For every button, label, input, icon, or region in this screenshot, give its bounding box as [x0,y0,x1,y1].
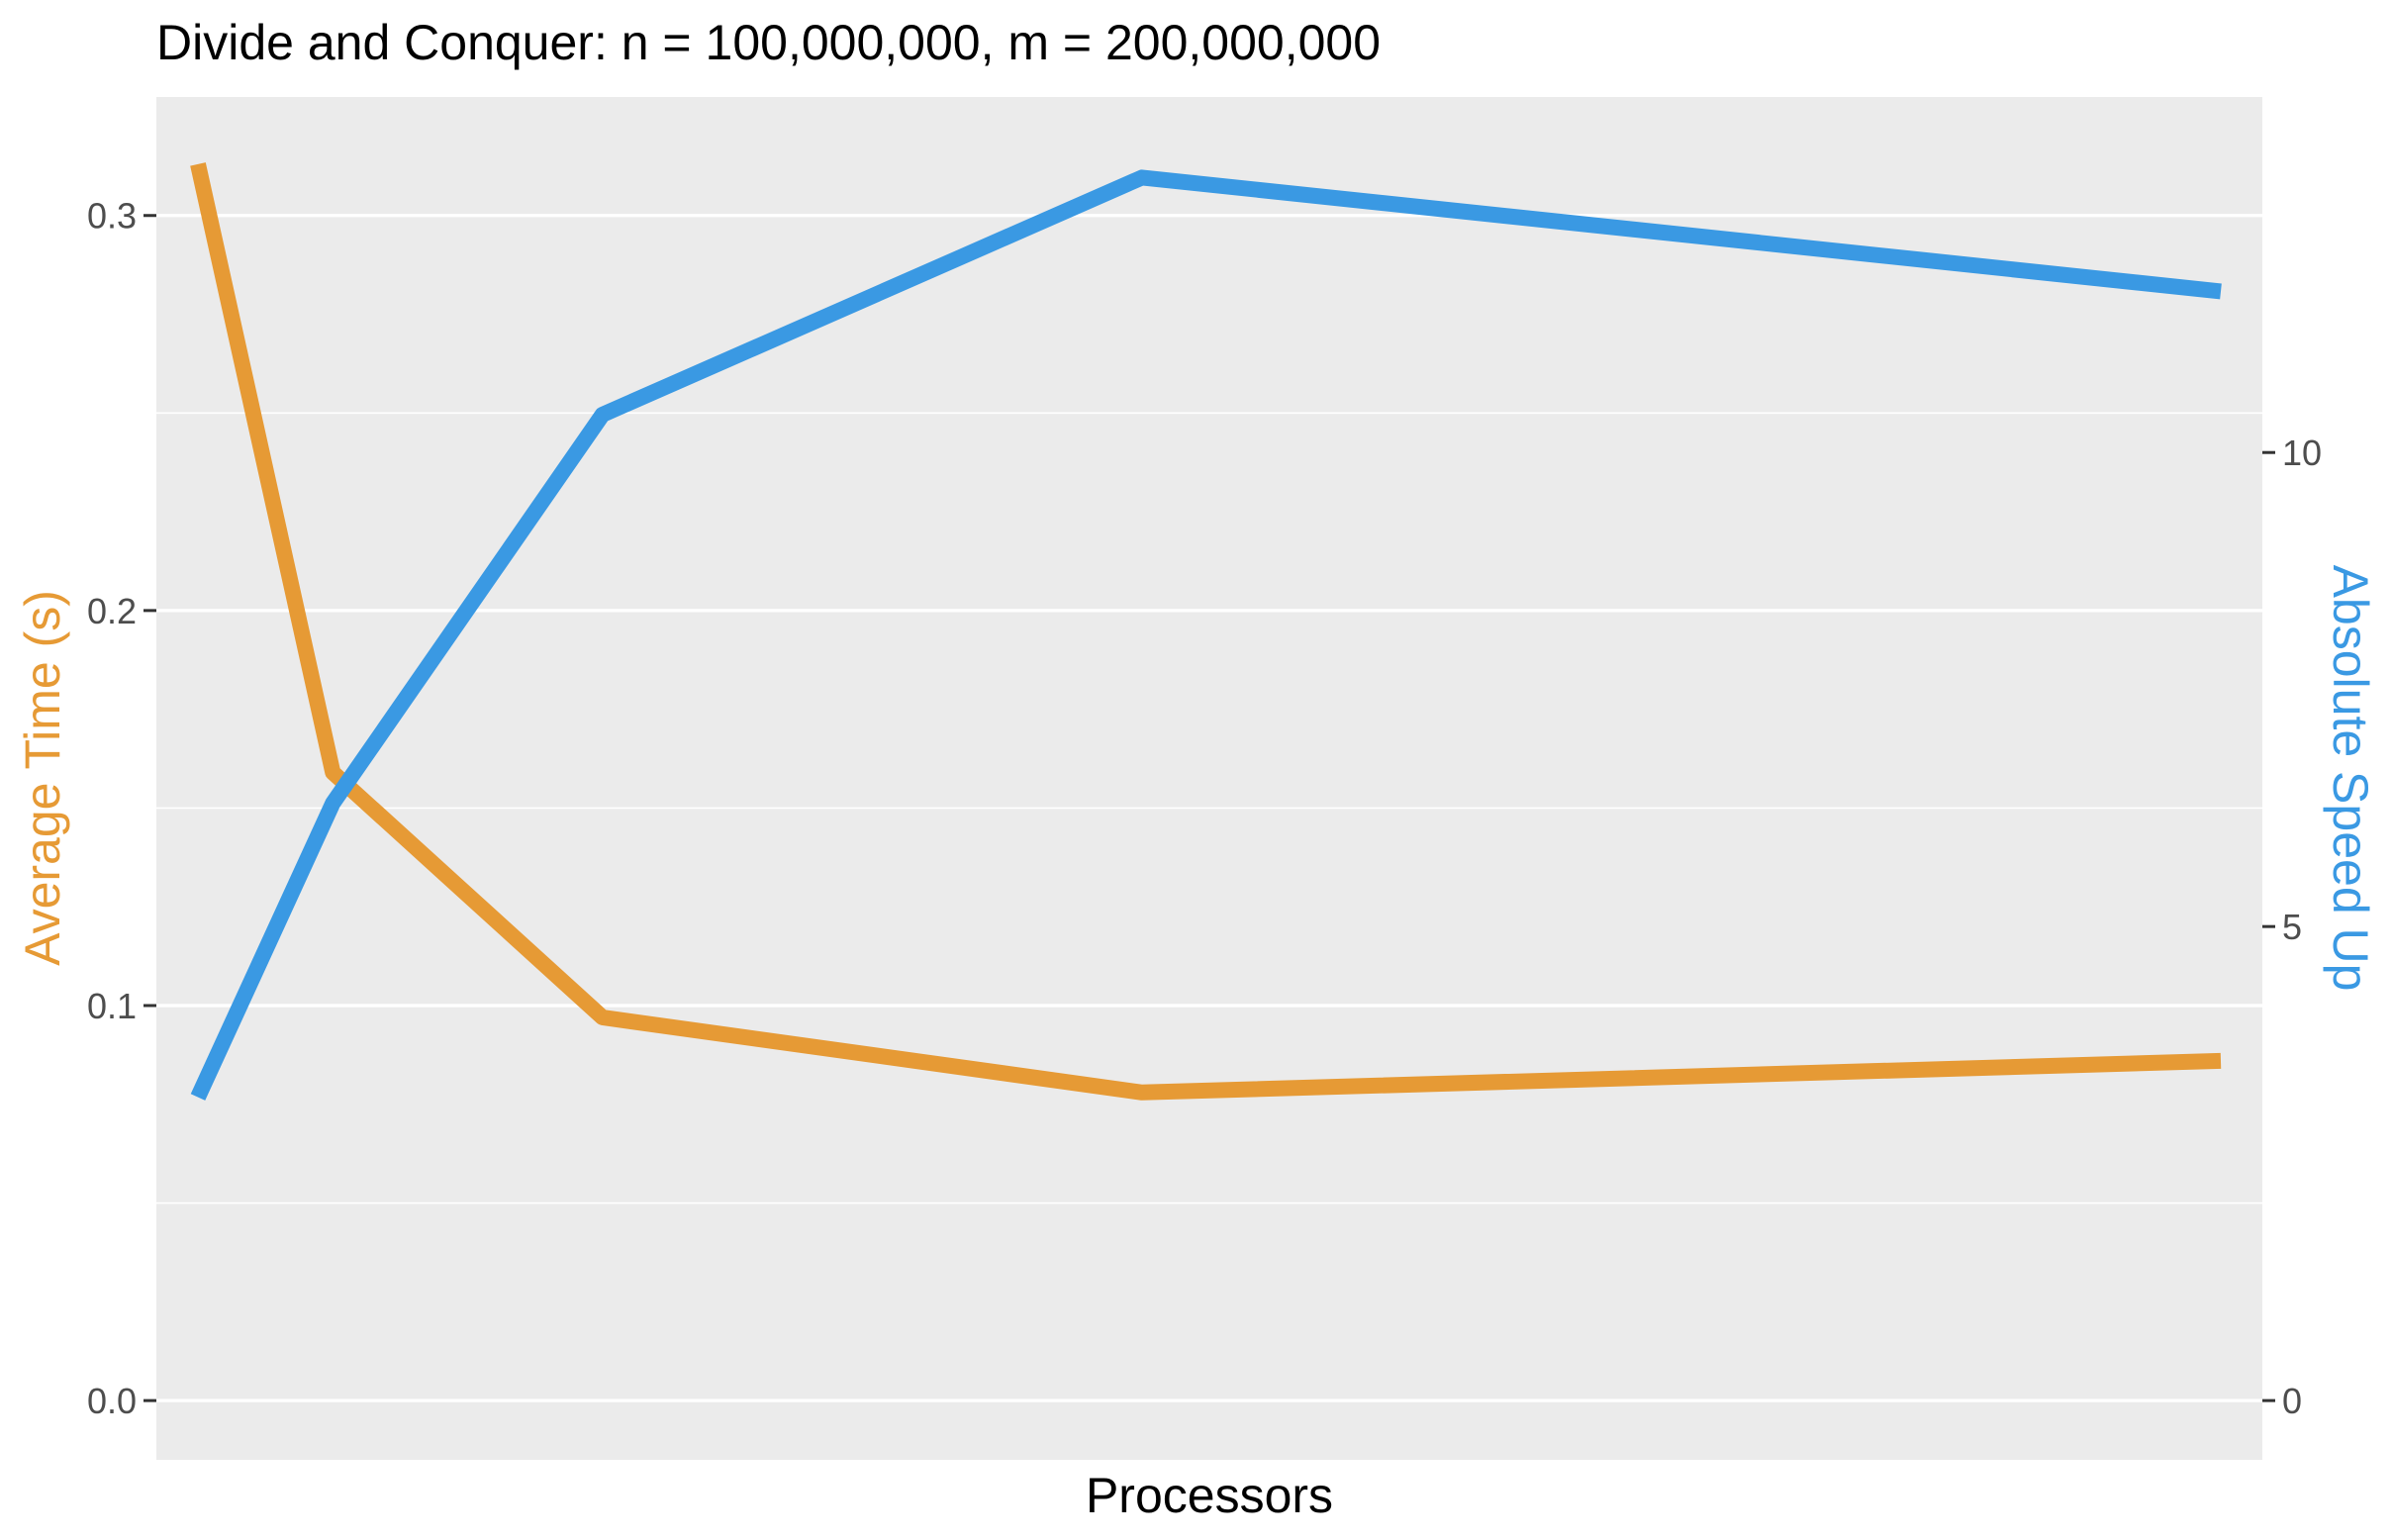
right-axis-tick-label: 0 [2282,1381,2302,1421]
series-line-left [190,162,2222,1101]
left-y-axis: 0.0 0.1 0.2 0.3 [87,196,156,1421]
x-axis-label: Processors [1086,1468,1333,1523]
left-axis-tick-label: 0.3 [87,196,137,237]
left-axis-tick-label: 0.1 [87,986,137,1026]
chart-title: Divide and Conquer: n = 100,000,000, m =… [156,15,1381,70]
series-lines [190,162,2222,1101]
right-axis-tick-label: 10 [2282,433,2322,473]
left-axis-tick-label: 0.2 [87,591,137,631]
plot-panel [156,97,2262,1460]
series-line-right [190,169,2222,1101]
right-axis-tick-label: 5 [2282,907,2302,947]
left-y-axis-label: Average Time (s) [15,590,70,966]
right-y-axis: 0 5 10 [2262,433,2322,1421]
right-y-axis-label: Absolute Speed Up [2323,565,2378,992]
grid-lines [156,214,2262,1402]
left-axis-tick-label: 0.0 [87,1381,137,1421]
